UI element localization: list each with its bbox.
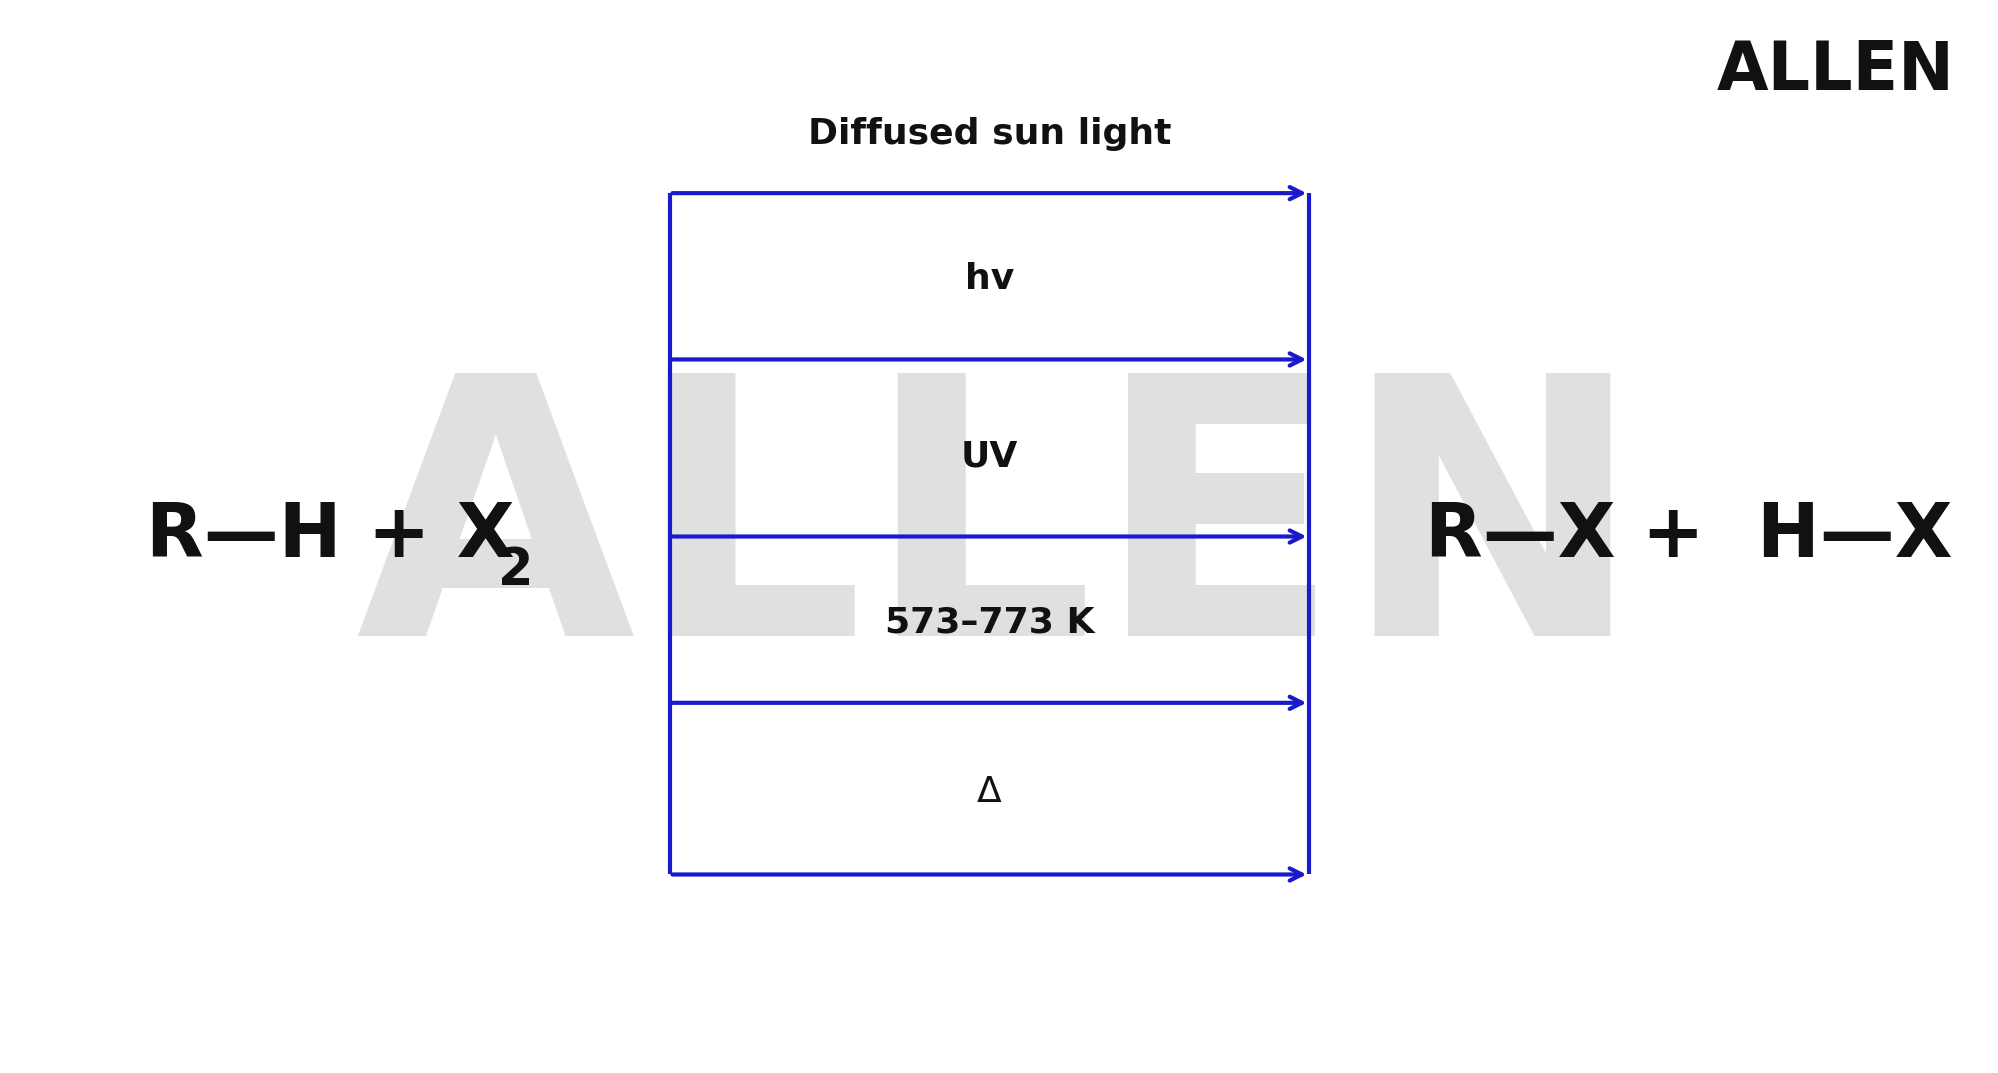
- Text: R—H + X: R—H + X: [146, 500, 513, 573]
- Text: R—X +  H—X: R—X + H—X: [1425, 500, 1952, 573]
- Text: 573–773 K: 573–773 K: [885, 605, 1093, 640]
- Text: ALLEN: ALLEN: [356, 362, 1642, 711]
- Text: UV: UV: [961, 439, 1017, 473]
- Text: Diffused sun light: Diffused sun light: [807, 117, 1171, 151]
- Text: hv: hv: [965, 262, 1013, 296]
- Text: 2: 2: [498, 546, 533, 596]
- Text: Δ: Δ: [977, 775, 1001, 809]
- Text: ALLEN: ALLEN: [1716, 38, 1954, 104]
